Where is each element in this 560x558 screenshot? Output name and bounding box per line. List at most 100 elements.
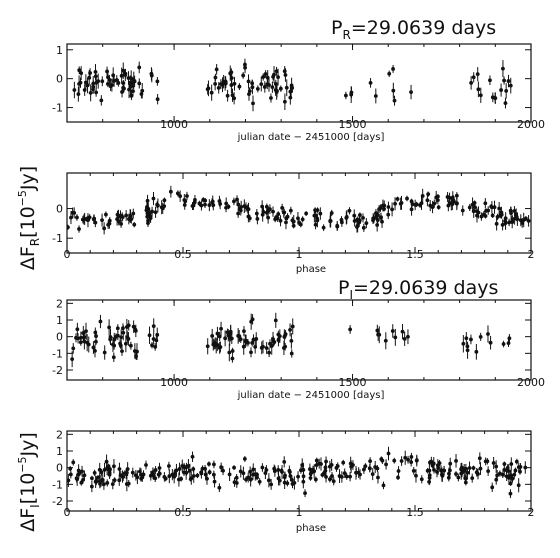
data-point [130,470,135,475]
data-point [263,471,268,475]
data-point [77,227,81,231]
data-point [148,473,153,478]
data-point [228,71,233,76]
data-point [361,225,366,230]
data-point [347,208,352,213]
data-point [153,344,158,349]
data-point [119,221,123,226]
x-tick-label: 2 [528,506,535,519]
x-axis-label: phase [296,264,326,275]
data-point [215,331,220,336]
data-point [274,90,279,95]
data-point [162,204,167,209]
data-point [491,461,496,465]
data-point [98,319,103,324]
x-axis-label: julian date − 2451000 [days] [237,132,385,143]
data-point [483,214,488,218]
data-point [155,79,160,84]
data-point [121,81,126,85]
x-tick-label: 1500 [339,376,367,389]
y-tick-label: 1 [56,314,63,327]
data-point [241,471,246,476]
data-point [409,454,414,459]
data-point [282,210,287,215]
data-point [483,459,488,464]
data-point [473,205,477,210]
data-point [117,467,122,471]
data-point [151,196,156,201]
y-tick-label: -1 [52,102,63,115]
data-point [361,467,366,472]
data-point [241,73,246,78]
data-point [135,475,140,480]
data-point [230,93,235,98]
data-point [506,79,511,83]
data-point [121,474,126,479]
data-point [304,211,309,216]
data-point [93,220,98,225]
data-point [232,96,237,101]
data-point [288,474,293,478]
data-point [213,75,218,80]
period-i-label: PI=29.0639 days [338,277,498,302]
data-point [459,467,463,472]
data-point [409,460,414,465]
data-point [83,80,88,85]
data-point [276,476,281,481]
data-point [276,338,281,342]
data-point [393,335,398,340]
data-point [508,481,513,486]
data-point [124,470,129,475]
data-point [521,218,526,222]
data-point [327,464,332,469]
data-point [464,476,469,481]
data-point [501,342,506,346]
data-point [173,471,177,476]
data-point [284,220,288,225]
data-point [260,204,265,209]
data-point [267,350,272,355]
data-point [376,475,380,480]
data-point [273,217,278,222]
data-point [75,327,80,332]
x-tick-label: 1 [296,248,303,261]
data-point [379,215,383,220]
data-point [269,96,273,100]
data-point [223,79,228,84]
data-point [483,201,488,206]
data-point [203,472,208,477]
data-point [223,336,228,341]
data-point [348,327,353,332]
data-point [398,201,403,206]
data-point [324,475,328,479]
panel-i-time: 1000 1500 2000 2 1 0 -1 -2 julian date − 2451000… [52,297,545,401]
data-point [391,88,396,93]
data-point [387,71,392,76]
data-point [435,198,440,203]
data-point [74,476,79,481]
data-point [396,475,400,480]
data-point [354,470,358,475]
data-point [210,334,215,338]
data-point [246,79,251,84]
data-point [418,203,422,208]
data-point [276,332,281,337]
data-point [436,466,441,470]
data-point [219,465,224,470]
panel-i-phase: 0 0.5 1 1.5 2 2 1 0 -1 -2 phase [52,428,534,534]
data-point [392,458,397,463]
data-point [190,204,195,208]
data-point [507,220,512,225]
data-point [290,324,295,329]
y-tick-label: 2 [56,428,63,441]
data-point [226,204,231,209]
data-point [250,317,255,322]
data-point [374,214,379,219]
data-point [474,470,479,475]
data-point [228,329,233,334]
data-point [126,76,131,80]
data-point [155,97,160,102]
data-point [140,88,145,93]
data-point [253,344,258,349]
data-point [288,470,292,474]
